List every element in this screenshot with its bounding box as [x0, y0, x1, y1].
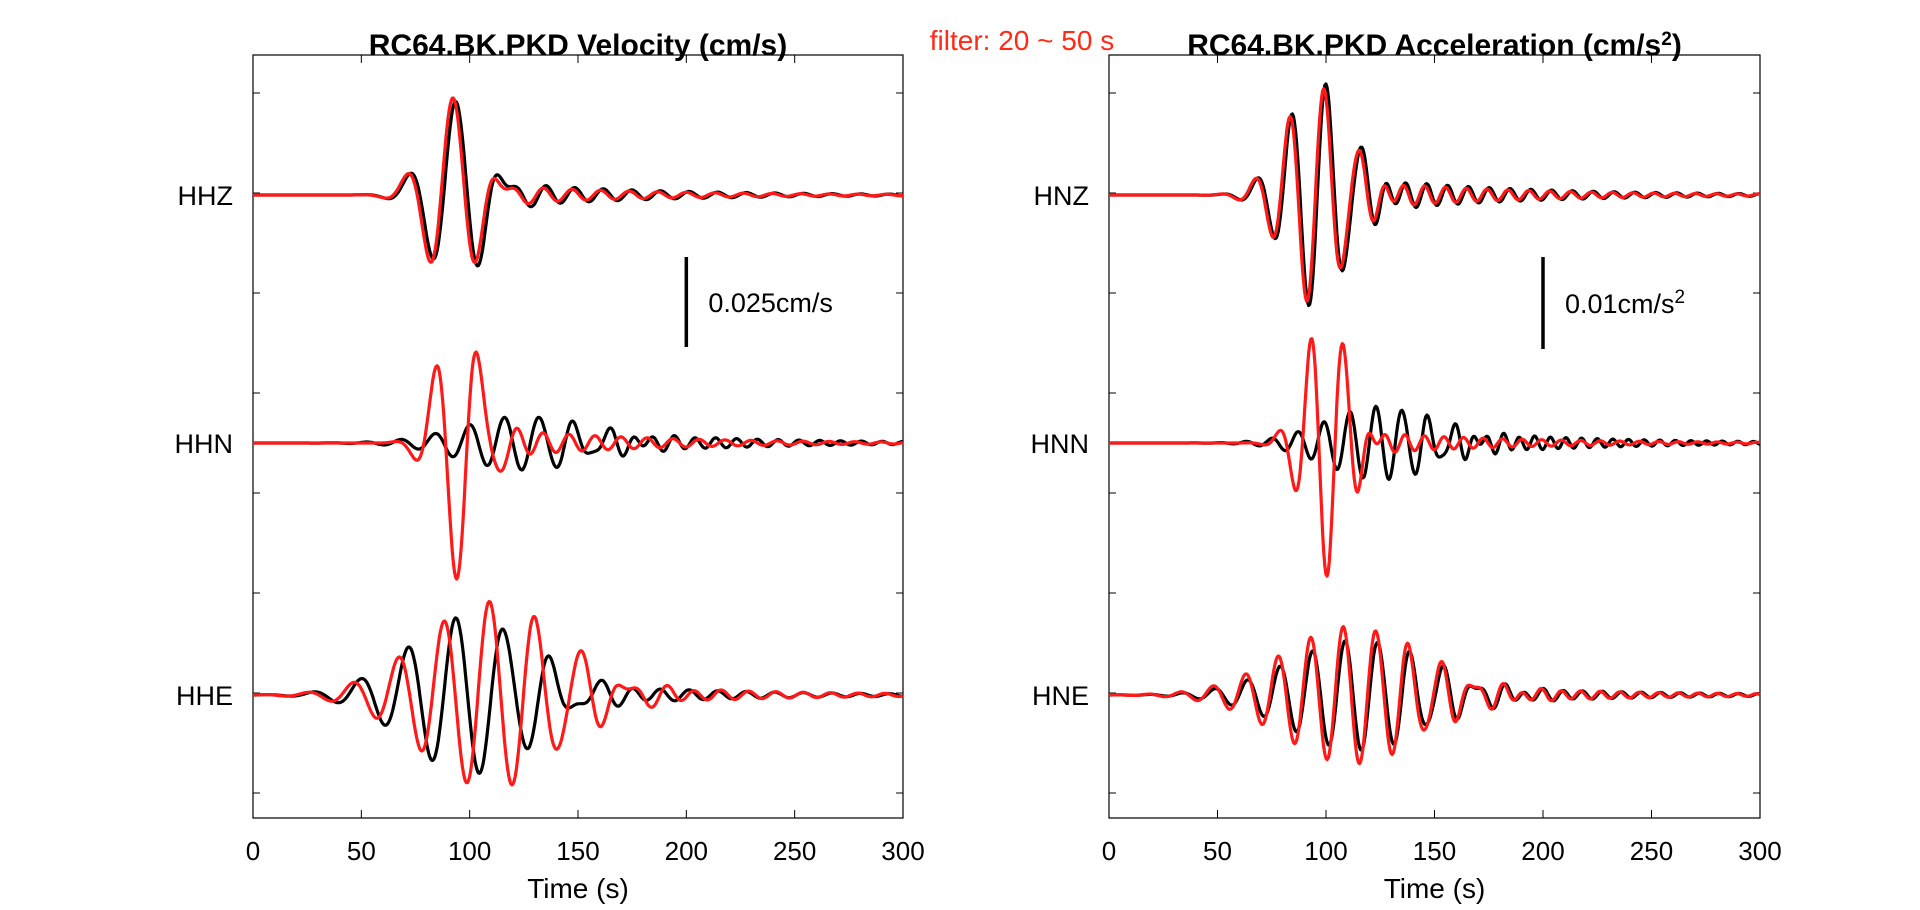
observed-trace-hhe — [252, 616, 904, 775]
x-tick-label: 150 — [1413, 836, 1456, 866]
x-tick-label: 200 — [1521, 836, 1564, 866]
x-tick-label: 0 — [1102, 836, 1116, 866]
x-tick-label: 300 — [881, 836, 924, 866]
filter-label: filter: 20 ~ 50 s — [930, 25, 1114, 56]
x-tick-label: 250 — [773, 836, 816, 866]
x-tick-label: 150 — [556, 836, 599, 866]
channel-label: HNN — [1031, 429, 1090, 459]
x-tick-label: 0 — [246, 836, 260, 866]
acceleration-panel: RC64.BK.PKD Acceleration (cm/s2)0 50 100 15… — [1031, 29, 1782, 905]
synthetic-trace-hhz — [252, 96, 904, 264]
channel-label: HHE — [176, 681, 233, 711]
x-tick-label: 200 — [665, 836, 708, 866]
x-tick-label: 300 — [1738, 836, 1781, 866]
channel-label: HNZ — [1034, 181, 1090, 211]
observed-trace-hhz — [252, 99, 904, 268]
velocity-panel: RC64.BK.PKD Velocity (cm/s)0 50 100 150 200 2… — [175, 29, 925, 904]
channel-label: HHN — [175, 429, 234, 459]
x-tick-label: 50 — [1203, 836, 1232, 866]
synthetic-trace-hnz — [1108, 87, 1761, 303]
synthetic-trace-hhe — [252, 599, 904, 787]
synthetic-trace-hnn — [1108, 337, 1761, 578]
x-axis-label: Time (s) — [1384, 873, 1486, 904]
synthetic-trace-hne — [1108, 625, 1761, 766]
channel-label: HHZ — [178, 181, 234, 211]
x-tick-label: 250 — [1630, 836, 1673, 866]
x-tick-label: 100 — [448, 836, 491, 866]
scale-bar-label: 0.01cm/s2 — [1565, 287, 1685, 320]
x-tick-label: 50 — [347, 836, 376, 866]
x-tick-label: 100 — [1304, 836, 1347, 866]
channel-label: HNE — [1032, 681, 1089, 711]
x-axis-label: Time (s) — [527, 873, 629, 904]
scale-bar-label: 0.025cm/s — [708, 288, 833, 318]
synthetic-trace-hhn — [252, 350, 904, 581]
